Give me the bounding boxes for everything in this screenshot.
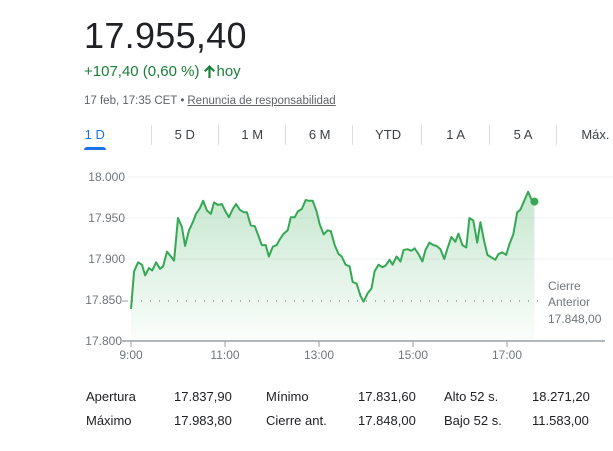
tab-divider	[488, 125, 490, 145]
tab-divider	[285, 125, 287, 145]
price-change: +107,40 (0,60 %) hoy	[84, 62, 241, 84]
change-value: +107,40 (0,60 %)	[84, 63, 200, 80]
tab-5a[interactable]: 5 A	[513, 127, 533, 142]
disclaimer-link[interactable]: Renuncia de responsabilidad	[187, 95, 336, 107]
y-tick: 17.850	[85, 293, 122, 307]
stat-value: 11.583,00	[532, 413, 589, 428]
tab-1d[interactable]: 1 D	[84, 122, 106, 152]
tab-1m[interactable]: 1 M	[241, 127, 264, 142]
svg-text:17.848,00: 17.848,00	[548, 312, 602, 326]
stat-value: 17.848,00	[358, 413, 416, 428]
price-area	[131, 191, 535, 341]
stat-label: Máximo	[86, 413, 132, 428]
y-tick: 17.900	[88, 252, 125, 266]
quote-meta: 17 feb, 17:35 CET • Renuncia de responsabi…	[84, 93, 336, 109]
x-tick: 15:00	[398, 348, 428, 362]
stat-label: Cierre ant.	[266, 413, 327, 428]
change-period: hoy	[216, 63, 241, 80]
stats-row: Apertura 17.837,90 Mínimo 17.831,60 Alto…	[86, 385, 590, 409]
x-tick: 9:00	[119, 348, 143, 362]
tab-divider	[421, 125, 423, 145]
stat-label: Mínimo	[266, 389, 309, 404]
stat-value: 17.837,90	[174, 389, 232, 404]
timestamp: 17 feb, 17:35 CET	[84, 95, 178, 107]
key-stats: Apertura 17.837,90 Mínimo 17.831,60 Alto…	[86, 385, 613, 433]
tab-ytd[interactable]: YTD	[375, 127, 402, 142]
tab-6m[interactable]: 6 M	[308, 127, 331, 142]
price-chart[interactable]: 18.000 17.950 17.900 17.850 17.800 Cierr…	[0, 160, 613, 370]
tab-5d[interactable]: 5 D	[174, 127, 195, 142]
x-tick: 13:00	[304, 348, 334, 362]
y-tick: 17.950	[88, 211, 125, 225]
stat-label: Apertura	[86, 389, 136, 404]
stat-value: 17.831,60	[358, 389, 416, 404]
tab-1a[interactable]: 1 A	[446, 127, 465, 142]
x-axis-labels: 9:00 11:00 13:00 15:00 17:00	[119, 348, 522, 362]
tab-max[interactable]: Máx.	[581, 127, 610, 142]
y-axis-labels: 18.000 17.950 17.900 17.850 17.800	[85, 170, 125, 348]
stat-label: Bajo 52 s.	[444, 413, 502, 428]
x-tick: 17:00	[492, 348, 522, 362]
svg-text:Anterior: Anterior	[548, 295, 590, 309]
tab-divider	[217, 125, 219, 145]
tab-divider	[351, 125, 353, 145]
x-axis-ticks	[130, 341, 508, 347]
stat-value: 17.983,80	[174, 413, 232, 428]
tab-divider	[556, 125, 558, 145]
tab-divider	[150, 125, 152, 145]
stat-label: Alto 52 s.	[444, 389, 499, 404]
stats-table: Apertura 17.837,90 Mínimo 17.831,60 Alto…	[86, 385, 590, 433]
arrow-up-icon	[203, 64, 215, 84]
stats-row: Máximo 17.983,80 Cierre ant. 17.848,00 B…	[86, 409, 590, 433]
y-tick: 18.000	[88, 170, 125, 184]
current-point-marker	[530, 197, 539, 206]
range-tabs: 1 D 5 D 1 M 6 M YTD 1 A 5 A Máx.	[84, 122, 613, 152]
stat-value: 18.271,20	[532, 389, 590, 404]
separator: •	[180, 95, 185, 107]
current-price: 17.955,40	[84, 15, 247, 56]
x-tick: 11:00	[210, 348, 239, 362]
price-line	[130, 190, 536, 310]
previous-close-label: Cierre Anterior 17.848,00	[548, 279, 602, 326]
svg-text:Cierre: Cierre	[548, 279, 581, 293]
y-tick: 17.800	[85, 334, 122, 348]
